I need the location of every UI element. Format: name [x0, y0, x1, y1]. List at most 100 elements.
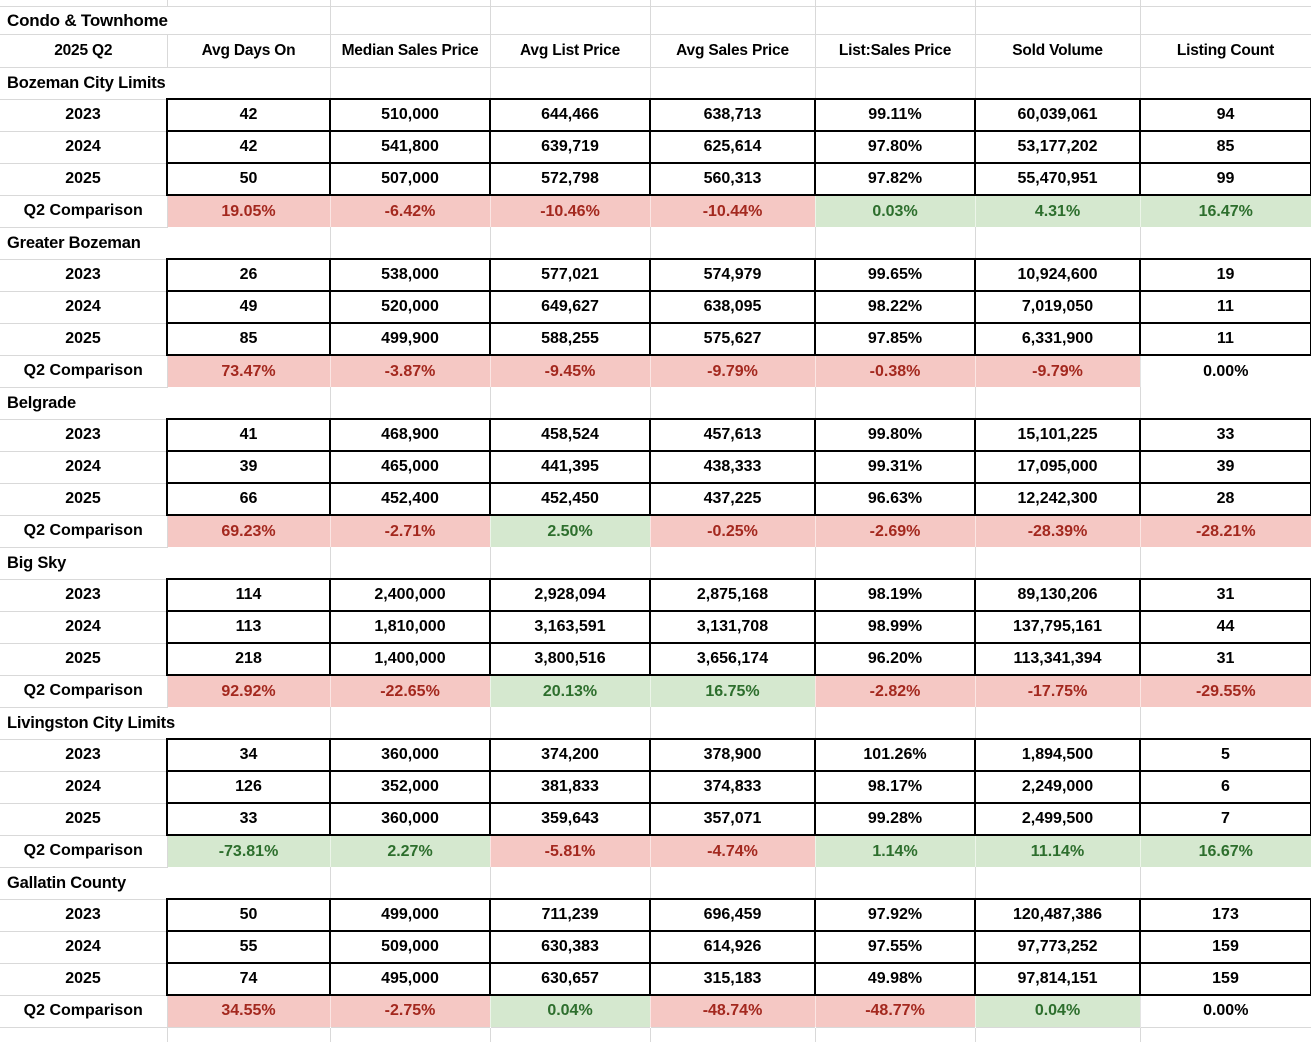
stat-cell: 218 [166, 642, 331, 676]
year-label: 2023 [0, 418, 168, 452]
section-row: Gallatin County [0, 867, 1311, 899]
data-row: 2024 55 509,000 630,383 614,926 97.55% 97,773,… [0, 930, 1311, 964]
column-header: Avg Sales Price [649, 34, 815, 68]
comparison-row: Q2 Comparison 73.47% -3.87% -9.45% -9.79% -0.… [0, 355, 1311, 388]
grid-cell [814, 67, 975, 99]
stat-cell: 1,810,000 [329, 610, 491, 644]
year-label: 2025 [0, 803, 168, 836]
stat-cell: 98.99% [814, 610, 976, 644]
stat-cell: 66 [166, 482, 331, 516]
stat-cell: 99.80% [814, 418, 976, 452]
stat-cell: 97.80% [814, 130, 976, 164]
section-row: Bozeman City Limits [0, 67, 1311, 99]
year-label: 2023 [0, 98, 168, 132]
year-label: 2025 [0, 163, 168, 196]
stat-cell: 60,039,061 [974, 98, 1141, 132]
grid-cell [649, 227, 815, 259]
grid-cell [975, 1026, 1141, 1042]
stat-cell: 99.31% [814, 450, 976, 484]
grid-spacer-row [0, 0, 1311, 7]
stat-cell: 39 [166, 450, 331, 484]
comparison-cell: -73.81% [167, 835, 330, 867]
stat-cell: 89,130,206 [974, 578, 1141, 612]
data-row: 2025 50 507,000 572,798 560,313 97.82% 55,470,… [0, 162, 1311, 196]
year-label: 2025 [0, 483, 168, 516]
stat-cell: 614,926 [649, 930, 816, 964]
stat-cell: 458,524 [489, 418, 651, 452]
stat-cell: 19 [1139, 258, 1311, 292]
stat-cell: 97.92% [814, 898, 976, 932]
comparison-label: Q2 Comparison [0, 835, 168, 868]
data-row: 2025 33 360,000 359,643 357,071 99.28% 2,499,5… [0, 802, 1311, 836]
stat-cell: 360,000 [329, 738, 491, 772]
stat-cell: 3,131,708 [649, 610, 816, 644]
stat-cell: 437,225 [649, 482, 816, 516]
section-title: Big Sky [7, 553, 67, 572]
report-title: Condo & Townhome [0, 6, 330, 35]
stat-cell: 638,095 [649, 290, 816, 324]
stat-cell: 588,255 [489, 322, 651, 356]
stat-cell: 85 [1139, 130, 1311, 164]
grid-spacer-row [0, 1026, 1311, 1042]
comparison-cell: 69.23% [167, 515, 330, 547]
stat-cell: 97.55% [814, 930, 976, 964]
grid-cell [974, 547, 1140, 579]
grid-cell [1139, 387, 1311, 419]
data-row: 2023 26 538,000 577,021 574,979 99.65% 10,924,… [0, 258, 1311, 292]
grid-cell [815, 0, 976, 7]
stat-cell: 374,833 [649, 770, 816, 804]
year-label: 2023 [0, 738, 168, 772]
stat-cell: 39 [1139, 450, 1311, 484]
stat-cell: 452,450 [489, 482, 651, 516]
stat-cell: 99.28% [814, 802, 976, 836]
grid-cell [650, 1026, 816, 1042]
stat-cell: 507,000 [329, 162, 491, 196]
stat-cell: 625,614 [649, 130, 816, 164]
comparison-cell: 20.13% [489, 675, 650, 707]
grid-cell [649, 67, 815, 99]
comparison-cell: 16.75% [649, 675, 815, 707]
stat-cell: 711,239 [489, 898, 651, 932]
stat-cell: 575,627 [649, 322, 816, 356]
stat-cell: 15,101,225 [974, 418, 1141, 452]
stat-cell: 644,466 [489, 98, 651, 132]
stat-cell: 3,656,174 [649, 642, 816, 676]
grid-cell [1139, 227, 1311, 259]
comparison-cell: 34.55% [167, 995, 330, 1027]
stat-cell: 113,341,394 [974, 642, 1141, 676]
section-title: Gallatin County [7, 873, 126, 892]
stat-cell: 7 [1139, 802, 1311, 836]
data-row: 2024 39 465,000 441,395 438,333 99.31% 17,095,… [0, 450, 1311, 484]
grid-cell [974, 67, 1140, 99]
grid-cell [489, 6, 650, 35]
section-row: Belgrade [0, 387, 1311, 419]
stat-cell: 41 [166, 418, 331, 452]
comparison-cell: -28.39% [974, 515, 1140, 547]
stat-cell: 113 [166, 610, 331, 644]
stat-cell: 42 [166, 98, 331, 132]
comparison-cell: -9.79% [974, 355, 1140, 387]
stat-cell: 12,242,300 [974, 482, 1141, 516]
column-header-row: 2025 Q2 Avg Days On Median Sales Price A… [0, 34, 1311, 68]
year-label: 2024 [0, 931, 168, 964]
comparison-cell: -2.71% [329, 515, 490, 547]
stat-cell: 6,331,900 [974, 322, 1141, 356]
stat-cell: 649,627 [489, 290, 651, 324]
stat-cell: 98.19% [814, 578, 976, 612]
year-label: 2025 [0, 323, 168, 356]
grid-cell [330, 1026, 491, 1042]
column-header: Sold Volume [974, 34, 1140, 68]
stat-cell: 630,383 [489, 930, 651, 964]
grid-cell [1139, 867, 1311, 899]
year-label: 2023 [0, 578, 168, 612]
stat-cell: 357,071 [649, 802, 816, 836]
stat-cell: 468,900 [329, 418, 491, 452]
comparison-cell: -9.45% [489, 355, 650, 387]
stat-cell: 6 [1139, 770, 1311, 804]
grid-cell [1139, 6, 1311, 35]
grid-cell [489, 867, 650, 899]
comparison-cell: -5.81% [489, 835, 650, 867]
stat-cell: 114 [166, 578, 331, 612]
grid-cell [974, 387, 1140, 419]
